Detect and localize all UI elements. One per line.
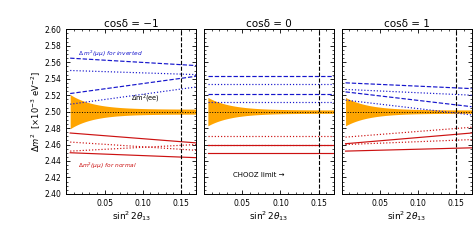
Title: cosδ = 0: cosδ = 0 [246,19,292,29]
Title: cosδ = −1: cosδ = −1 [104,19,159,29]
Text: $\Delta$m$^2$($\mu\mu$) for normal: $\Delta$m$^2$($\mu\mu$) for normal [78,161,137,171]
X-axis label: $\sin^2 2\theta_{13}$: $\sin^2 2\theta_{13}$ [249,209,289,223]
Y-axis label: $\Delta m^2$  [$\times 10^{-3}$ eV$^{-2}$]: $\Delta m^2$ [$\times 10^{-3}$ eV$^{-2}$… [30,71,43,152]
Text: $\Delta$ m$^2$($\mu\mu$) for inverted: $\Delta$ m$^2$($\mu\mu$) for inverted [78,49,143,59]
X-axis label: $\sin^2 2\theta_{13}$: $\sin^2 2\theta_{13}$ [111,209,151,223]
X-axis label: $\sin^2 2\theta_{13}$: $\sin^2 2\theta_{13}$ [387,209,427,223]
Text: CHOOZ limit →: CHOOZ limit → [233,172,284,178]
Text: $\Delta$m$^2$(ee): $\Delta$m$^2$(ee) [131,93,160,105]
Title: cosδ = 1: cosδ = 1 [384,19,429,29]
